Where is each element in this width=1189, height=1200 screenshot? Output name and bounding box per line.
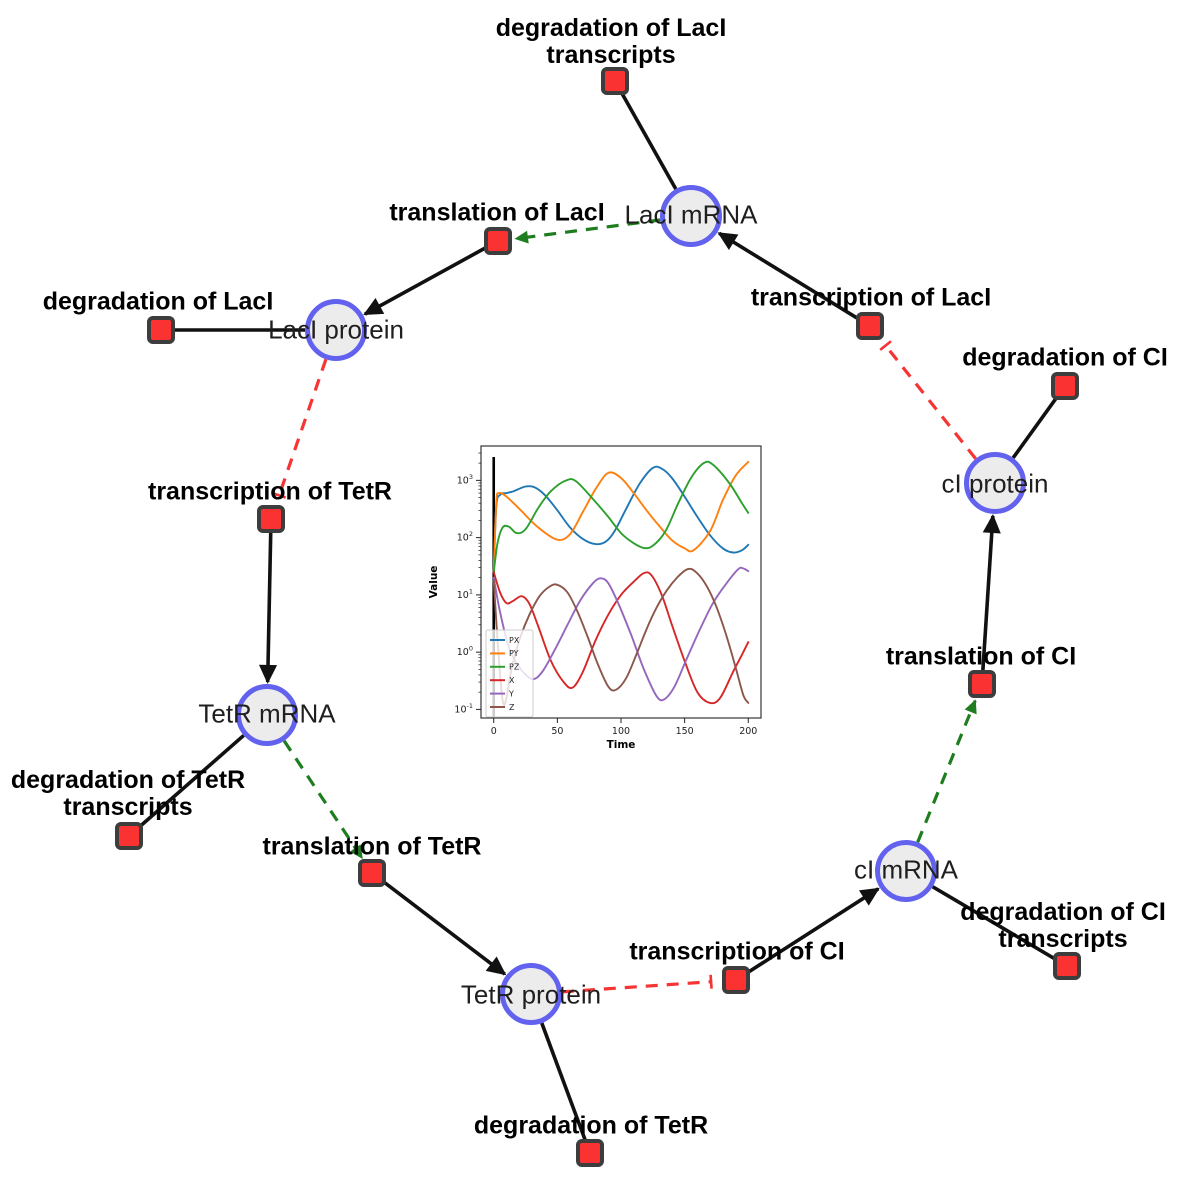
reaction-node-deg-tetr-transcripts: [115, 822, 143, 850]
edge-modifier-ci-mrna-to-translation-ci: [916, 699, 977, 843]
reaction-label-deg-tetr: degradation of TetR: [473, 1111, 709, 1140]
species-label-laci-protein: LacI protein: [268, 314, 404, 345]
chart-legend-box: [485, 629, 534, 718]
reaction-label-deg-laci-transcripts: degradation of LacI transcripts: [495, 14, 727, 69]
species-label-ci-protein: cI protein: [941, 468, 1049, 499]
reaction-label-deg-tetr-transcripts: degradation of TetR transcripts: [10, 766, 246, 821]
reaction-label-transcription-tetr: transcription of TetR: [148, 477, 392, 506]
edge-product-translation-tetr-to-tetr-protein: [381, 879, 507, 976]
edge-modifier-tetr-mrna-to-translation-tetr: [282, 739, 364, 860]
reaction-label-translation-laci: translation of LacI: [389, 198, 605, 227]
reaction-label-translation-tetr: translation of TetR: [262, 832, 482, 861]
x-tick-label: 200: [739, 726, 757, 737]
edge-reactant-tetr-mrna-to-deg-tetr-transcripts: [136, 734, 245, 830]
y-tick-label: 101: [457, 587, 473, 601]
chart-series-Z: [492, 567, 750, 706]
y-tick-label: 100: [457, 645, 473, 659]
edge-reactant-ci-mrna-to-deg-ci-transcripts: [931, 885, 1058, 962]
legend-label-PZ: PZ: [509, 663, 520, 672]
reaction-label-transcription-ci: transcription of CI: [629, 937, 845, 966]
species-label-tetr-protein: TetR protein: [460, 979, 602, 1010]
edge-product-transcription-ci-to-ci-mrna: [745, 887, 880, 975]
reaction-node-deg-ci-transcripts: [1053, 952, 1081, 980]
x-axis-label: Time: [607, 739, 636, 751]
reaction-label-deg-ci-transcripts: degradation of CI transcripts: [960, 898, 1166, 953]
edge-modifier-laci-mrna-to-translation-laci: [514, 218, 661, 244]
reaction-node-deg-ci: [1051, 372, 1079, 400]
reaction-node-deg-tetr: [576, 1139, 604, 1167]
x-tick-label: 150: [676, 726, 694, 737]
species-label-laci-mrna: LacI mRNA: [624, 199, 758, 230]
reaction-node-transcription-ci: [722, 966, 750, 994]
y-tick-label: 10-1: [454, 702, 473, 716]
y-tick-label: 103: [457, 473, 473, 487]
species-node-tetr-mrna: [236, 684, 298, 746]
x-tick-label: 50: [551, 726, 563, 737]
species-node-laci-protein: [305, 299, 367, 361]
inset-chart: 103 102 101 100 10-1 0 50 100 150 200 Time Value PX P…: [428, 445, 762, 751]
reaction-node-transcription-tetr: [257, 505, 285, 533]
reaction-node-deg-laci: [147, 316, 175, 344]
edge-reactant-ci-protein-to-deg-ci: [1011, 394, 1060, 459]
plot-spines: [480, 445, 762, 719]
species-node-ci-protein: [964, 452, 1026, 514]
y-tick-label: 102: [457, 530, 473, 544]
edge-inhibition-ci-protein-to-transcription-laci: [879, 340, 977, 460]
legend-label-PX: PX: [509, 636, 520, 645]
edge-product-translation-ci-to-ci-protein: [981, 513, 1001, 672]
edge-inhibition-tetr-protein-to-transcription-ci: [561, 974, 713, 994]
reaction-label-transcription-laci: transcription of LacI: [750, 283, 992, 312]
species-node-tetr-protein: [500, 963, 562, 1025]
chart-series-X: [492, 571, 750, 705]
legend-label-X: X: [509, 676, 515, 685]
reaction-node-translation-ci: [968, 670, 996, 698]
edge-inhibition-laci-protein-to-transcription-tetr: [272, 358, 328, 499]
legend-label-PY: PY: [509, 649, 519, 658]
edge-product-translation-laci-to-laci-protein: [363, 245, 488, 316]
species-node-laci-mrna: [660, 185, 722, 247]
reaction-label-deg-ci: degradation of CI: [962, 343, 1168, 372]
species-label-tetr-mrna: TetR mRNA: [198, 698, 336, 729]
reaction-node-transcription-laci: [856, 312, 884, 340]
reaction-node-deg-laci-transcripts: [601, 67, 629, 95]
edge-reactant-laci-mrna-to-deg-laci-transcripts: [619, 90, 678, 190]
species-label-ci-mrna: cI mRNA: [854, 854, 958, 885]
legend-label-Z: Z: [509, 703, 515, 712]
chart-series-PZ: [492, 460, 750, 574]
y-axis-label: Value: [428, 566, 440, 599]
reaction-node-translation-laci: [484, 227, 512, 255]
edge-product-transcription-tetr-to-tetr-mrna: [258, 531, 278, 684]
reaction-node-translation-tetr: [358, 859, 386, 887]
reaction-label-translation-ci: translation of CI: [885, 642, 1077, 671]
species-node-ci-mrna: [875, 840, 937, 902]
edge-reactant-tetr-protein-to-deg-tetr: [540, 1022, 588, 1143]
x-tick-label: 0: [491, 726, 497, 737]
edge-product-transcription-laci-to-laci-mrna: [717, 231, 860, 321]
chart-series-PY: [492, 460, 750, 574]
reaction-label-deg-laci: degradation of LacI: [42, 287, 274, 316]
x-tick-label: 100: [612, 726, 630, 737]
legend-label-Y: Y: [508, 689, 514, 698]
